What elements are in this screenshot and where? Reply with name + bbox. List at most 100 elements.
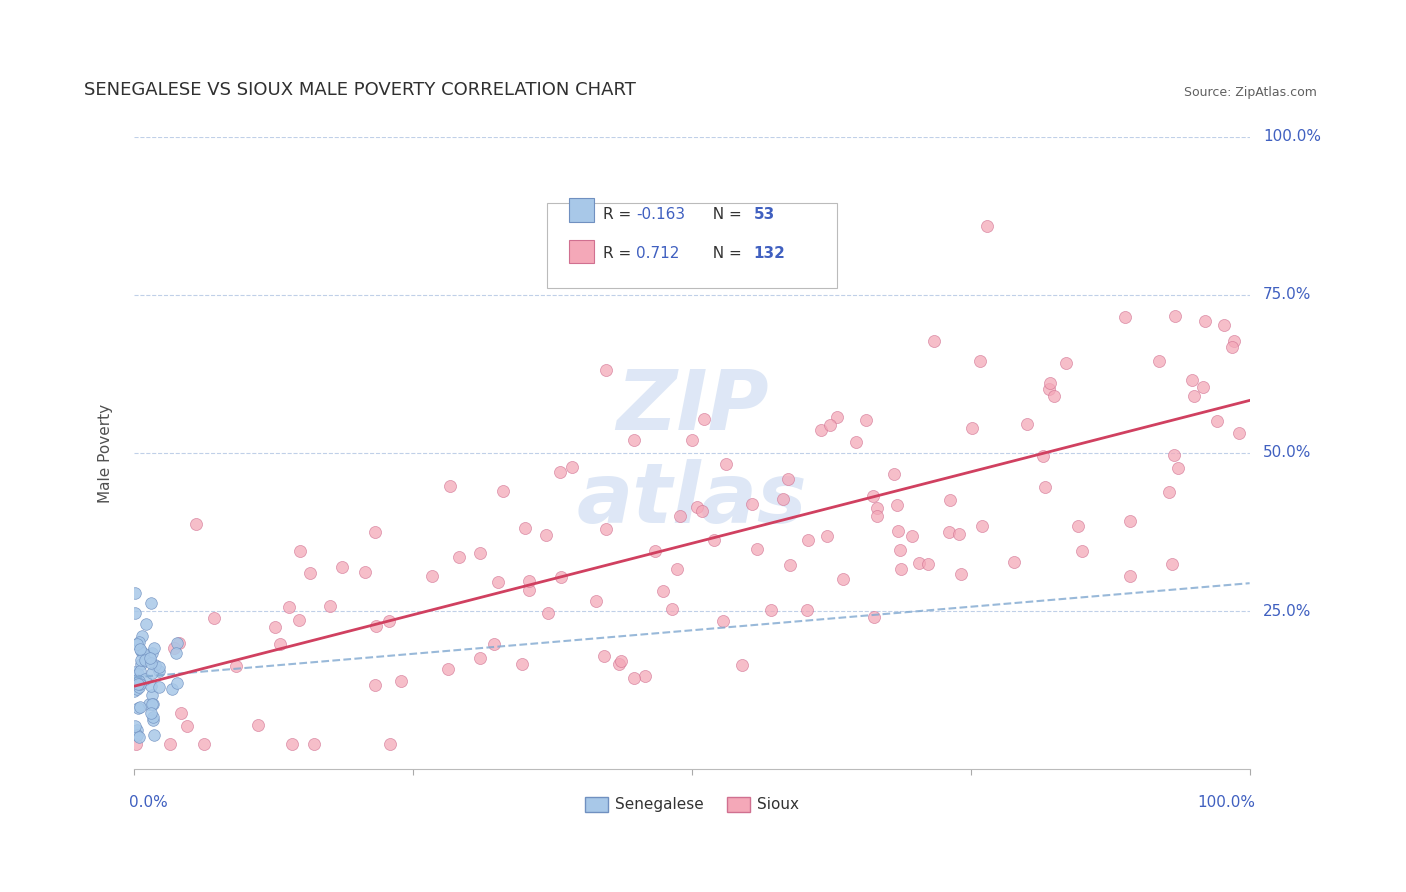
Point	[264, 620, 287, 634]
Point	[731, 658, 754, 673]
Point	[779, 558, 801, 573]
Point	[127, 677, 149, 691]
Point	[548, 465, 571, 479]
Point	[269, 637, 291, 651]
Point	[225, 659, 247, 673]
Point	[681, 434, 703, 448]
Point	[1043, 389, 1066, 403]
Point	[593, 648, 616, 663]
Text: Source: ZipAtlas.com: Source: ZipAtlas.com	[1184, 86, 1316, 99]
Point	[1161, 558, 1184, 572]
Point	[1181, 373, 1204, 387]
Point	[1002, 556, 1025, 570]
Point	[129, 664, 152, 678]
Point	[163, 640, 186, 655]
Point	[422, 569, 444, 583]
Point	[950, 566, 973, 581]
Point	[651, 583, 673, 598]
Point	[561, 460, 583, 475]
Point	[378, 737, 401, 751]
Point	[447, 550, 470, 565]
Point	[797, 533, 820, 547]
Point	[288, 613, 311, 627]
Point	[714, 457, 737, 471]
Point	[1015, 417, 1038, 431]
Point	[127, 667, 149, 681]
Point	[143, 640, 166, 655]
Point	[1147, 354, 1170, 368]
Point	[132, 647, 155, 661]
Point	[142, 713, 165, 727]
Text: ZIP
atlas: ZIP atlas	[576, 366, 807, 541]
Point	[125, 676, 148, 690]
Point	[129, 653, 152, 667]
Point	[607, 657, 630, 672]
Point	[129, 700, 152, 714]
Text: SENEGALESE VS SIOUX MALE POVERTY CORRELATION CHART: SENEGALESE VS SIOUX MALE POVERTY CORRELA…	[84, 80, 636, 99]
Point	[1223, 334, 1246, 349]
Point	[127, 701, 149, 715]
Text: 53: 53	[754, 207, 775, 222]
Point	[534, 528, 557, 542]
Point	[141, 698, 163, 712]
Point	[634, 669, 657, 683]
Point	[669, 509, 692, 524]
Point	[1182, 389, 1205, 403]
Point	[907, 556, 929, 570]
Point	[141, 689, 163, 703]
Point	[127, 637, 149, 651]
Point	[747, 541, 769, 556]
Point	[1114, 310, 1136, 325]
Point	[1227, 425, 1250, 440]
Point	[143, 728, 166, 742]
Point	[855, 412, 877, 426]
Point	[703, 533, 725, 547]
Point	[1033, 480, 1056, 494]
Point	[145, 657, 167, 672]
Point	[595, 522, 617, 536]
Point	[139, 679, 162, 693]
Point	[917, 557, 939, 571]
Point	[845, 435, 868, 450]
Point	[389, 674, 412, 689]
Point	[1220, 340, 1243, 354]
Point	[139, 596, 162, 610]
Point	[128, 677, 150, 691]
Text: 132: 132	[754, 246, 785, 261]
Bar	[569, 240, 593, 263]
Point	[517, 582, 540, 597]
Legend: Senegalese, Sioux: Senegalese, Sioux	[578, 790, 806, 819]
Point	[1119, 569, 1142, 583]
Point	[513, 520, 536, 534]
Point	[141, 665, 163, 680]
Point	[141, 697, 163, 711]
Point	[741, 497, 763, 511]
Point	[281, 737, 304, 751]
Point	[437, 662, 460, 676]
Point	[900, 529, 922, 543]
Point	[129, 644, 152, 658]
Point	[290, 543, 312, 558]
Point	[665, 562, 688, 576]
Point	[277, 600, 299, 615]
Point	[820, 417, 842, 432]
Point	[889, 543, 911, 558]
Point	[139, 650, 162, 665]
Point	[661, 602, 683, 616]
Point	[1192, 379, 1215, 393]
Point	[160, 681, 183, 696]
Text: N =: N =	[703, 207, 747, 222]
Point	[969, 353, 991, 368]
Point	[772, 491, 794, 506]
Point	[883, 467, 905, 481]
Text: 50.0%: 50.0%	[1263, 445, 1312, 460]
Point	[124, 665, 146, 679]
Text: R =: R =	[603, 207, 636, 222]
Point	[866, 508, 889, 523]
Point	[1038, 376, 1060, 390]
Point	[482, 637, 505, 651]
FancyBboxPatch shape	[547, 203, 837, 288]
Point	[960, 421, 983, 435]
Point	[776, 472, 799, 486]
Point	[125, 682, 148, 697]
